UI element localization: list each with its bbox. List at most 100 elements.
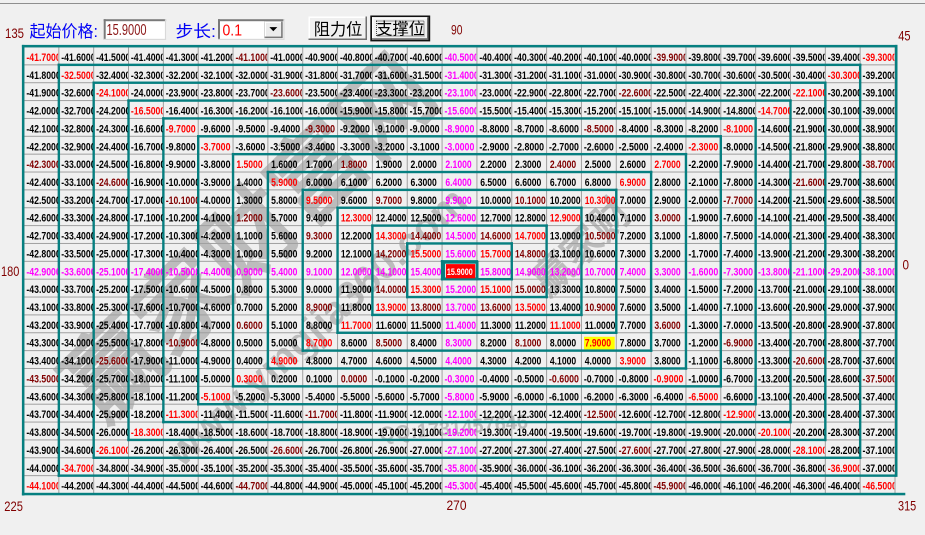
svg-text:-15.4000: -15.4000 [514, 106, 548, 118]
svg-text:-22.4000: -22.4000 [688, 88, 722, 100]
svg-text:-23.7000: -23.7000 [235, 88, 269, 100]
svg-text:5.1000: 5.1000 [271, 320, 297, 332]
svg-text:11.2000: 11.2000 [515, 320, 546, 332]
svg-text:-3.7000: -3.7000 [201, 141, 231, 153]
svg-text:-30.7000: -30.7000 [688, 70, 722, 82]
svg-text:-23.5000: -23.5000 [305, 88, 339, 100]
svg-text:-26.3000: -26.3000 [166, 445, 200, 457]
svg-text:-28.2000: -28.2000 [828, 445, 862, 457]
svg-text:-41.2000: -41.2000 [201, 52, 235, 64]
svg-text:4.0000: 4.0000 [585, 356, 611, 368]
svg-text:-11.9000: -11.9000 [375, 409, 409, 421]
svg-text:-32.4000: -32.4000 [96, 70, 130, 82]
svg-text:9.7000: 9.7000 [376, 195, 402, 207]
svg-text:-14.3000: -14.3000 [758, 177, 792, 189]
svg-text:8.1000: 8.1000 [515, 338, 541, 350]
svg-text:-4.5000: -4.5000 [201, 284, 231, 296]
svg-text:-0.9000: -0.9000 [654, 373, 684, 385]
svg-text:-40.5000: -40.5000 [444, 52, 478, 64]
svg-text:-33.2000: -33.2000 [61, 195, 95, 207]
svg-text:-28.6000: -28.6000 [828, 373, 862, 385]
svg-text:1.5000: 1.5000 [236, 159, 262, 171]
svg-text:-14.5000: -14.5000 [758, 141, 792, 153]
svg-text:-14.6000: -14.6000 [758, 123, 792, 135]
svg-text:-7.0000: -7.0000 [723, 320, 753, 332]
svg-text:13.7000: 13.7000 [445, 302, 476, 314]
svg-text:-16.4000: -16.4000 [166, 106, 200, 118]
svg-text:-30.0000: -30.0000 [828, 123, 862, 135]
svg-text:9.8000: 9.8000 [411, 195, 437, 207]
svg-text:-39.7000: -39.7000 [723, 52, 757, 64]
svg-text:0.3000: 0.3000 [236, 373, 262, 385]
svg-text:-31.6000: -31.6000 [375, 70, 409, 82]
svg-text:-3.3000: -3.3000 [340, 141, 370, 153]
svg-text:-18.4000: -18.4000 [166, 427, 200, 439]
svg-text:-3.2000: -3.2000 [375, 141, 405, 153]
svg-text:-2.7000: -2.7000 [549, 141, 579, 153]
svg-text:2.2000: 2.2000 [480, 159, 506, 171]
svg-text:8.7000: 8.7000 [306, 338, 332, 350]
svg-text:0.7000: 0.7000 [236, 302, 262, 314]
svg-text:-16.1000: -16.1000 [270, 106, 304, 118]
svg-text:-17.3000: -17.3000 [131, 248, 165, 260]
svg-text:11.8000: 11.8000 [341, 302, 372, 314]
svg-text:-2.6000: -2.6000 [584, 141, 614, 153]
svg-text:-27.5000: -27.5000 [584, 445, 618, 457]
svg-text:0.8000: 0.8000 [236, 284, 262, 296]
svg-text:-37.4000: -37.4000 [863, 391, 897, 403]
svg-text:-8.4000: -8.4000 [619, 123, 649, 135]
svg-text:12.2000: 12.2000 [341, 231, 372, 243]
svg-text:-14.1000: -14.1000 [758, 213, 792, 225]
svg-text:2.4000: 2.4000 [550, 159, 576, 171]
svg-text:6.3000: 6.3000 [411, 177, 437, 189]
svg-text:-40.7000: -40.7000 [375, 52, 409, 64]
svg-text:-45.9000: -45.9000 [654, 481, 688, 493]
svg-text:13.2000: 13.2000 [550, 266, 581, 278]
svg-text:-33.5000: -33.5000 [61, 248, 95, 260]
svg-text:-12.7000: -12.7000 [654, 409, 688, 421]
svg-text:-21.8000: -21.8000 [793, 141, 827, 153]
svg-text:-20.9000: -20.9000 [793, 302, 827, 314]
svg-text:-26.2000: -26.2000 [131, 445, 165, 457]
svg-text:-15.3000: -15.3000 [549, 106, 583, 118]
svg-text:-17.1000: -17.1000 [131, 213, 165, 225]
svg-text:14.8000: 14.8000 [515, 248, 546, 260]
svg-text:-3.9000: -3.9000 [201, 177, 231, 189]
svg-text:-16.5000: -16.5000 [131, 106, 165, 118]
svg-text:-31.1000: -31.1000 [549, 70, 583, 82]
svg-text:-39.1000: -39.1000 [863, 88, 897, 100]
svg-text:-4.2000: -4.2000 [201, 231, 231, 243]
svg-text:5.4000: 5.4000 [271, 266, 297, 278]
svg-text:9.1000: 9.1000 [306, 266, 332, 278]
svg-text:12.4000: 12.4000 [376, 213, 407, 225]
svg-text:-25.4000: -25.4000 [96, 320, 130, 332]
svg-text:8.9000: 8.9000 [306, 302, 332, 314]
svg-text:-40.8000: -40.8000 [340, 52, 374, 64]
svg-text:-9.4000: -9.4000 [270, 123, 300, 135]
svg-text:-8.3000: -8.3000 [654, 123, 684, 135]
svg-text:-35.0000: -35.0000 [166, 463, 200, 475]
svg-text:-0.2000: -0.2000 [410, 373, 440, 385]
svg-text:4.8000: 4.8000 [306, 356, 332, 368]
svg-text:-40.1000: -40.1000 [584, 52, 618, 64]
svg-text:8.8000: 8.8000 [306, 320, 332, 332]
svg-text:3.8000: 3.8000 [654, 356, 680, 368]
svg-text:-5.0000: -5.0000 [201, 373, 231, 385]
svg-text:-12.0000: -12.0000 [410, 409, 444, 421]
svg-text:-6.9000: -6.9000 [723, 338, 753, 350]
svg-text:-34.3000: -34.3000 [61, 391, 95, 403]
svg-text:-2.5000: -2.5000 [619, 141, 649, 153]
svg-text:-9.0000: -9.0000 [410, 123, 440, 135]
svg-text:-2.0000: -2.0000 [688, 195, 718, 207]
svg-text:-30.6000: -30.6000 [723, 70, 757, 82]
svg-text:-14.2000: -14.2000 [758, 195, 792, 207]
svg-text:-9.8000: -9.8000 [166, 141, 196, 153]
svg-text:-1.0000: -1.0000 [688, 373, 718, 385]
svg-text:-18.1000: -18.1000 [131, 391, 165, 403]
svg-text:-42.2000: -42.2000 [26, 141, 60, 153]
svg-text:-9.7000: -9.7000 [166, 123, 196, 135]
svg-text:-36.2000: -36.2000 [584, 463, 618, 475]
svg-text:-13.3000: -13.3000 [758, 356, 792, 368]
svg-text:-31.7000: -31.7000 [340, 70, 374, 82]
svg-text:-1.6000: -1.6000 [688, 266, 718, 278]
